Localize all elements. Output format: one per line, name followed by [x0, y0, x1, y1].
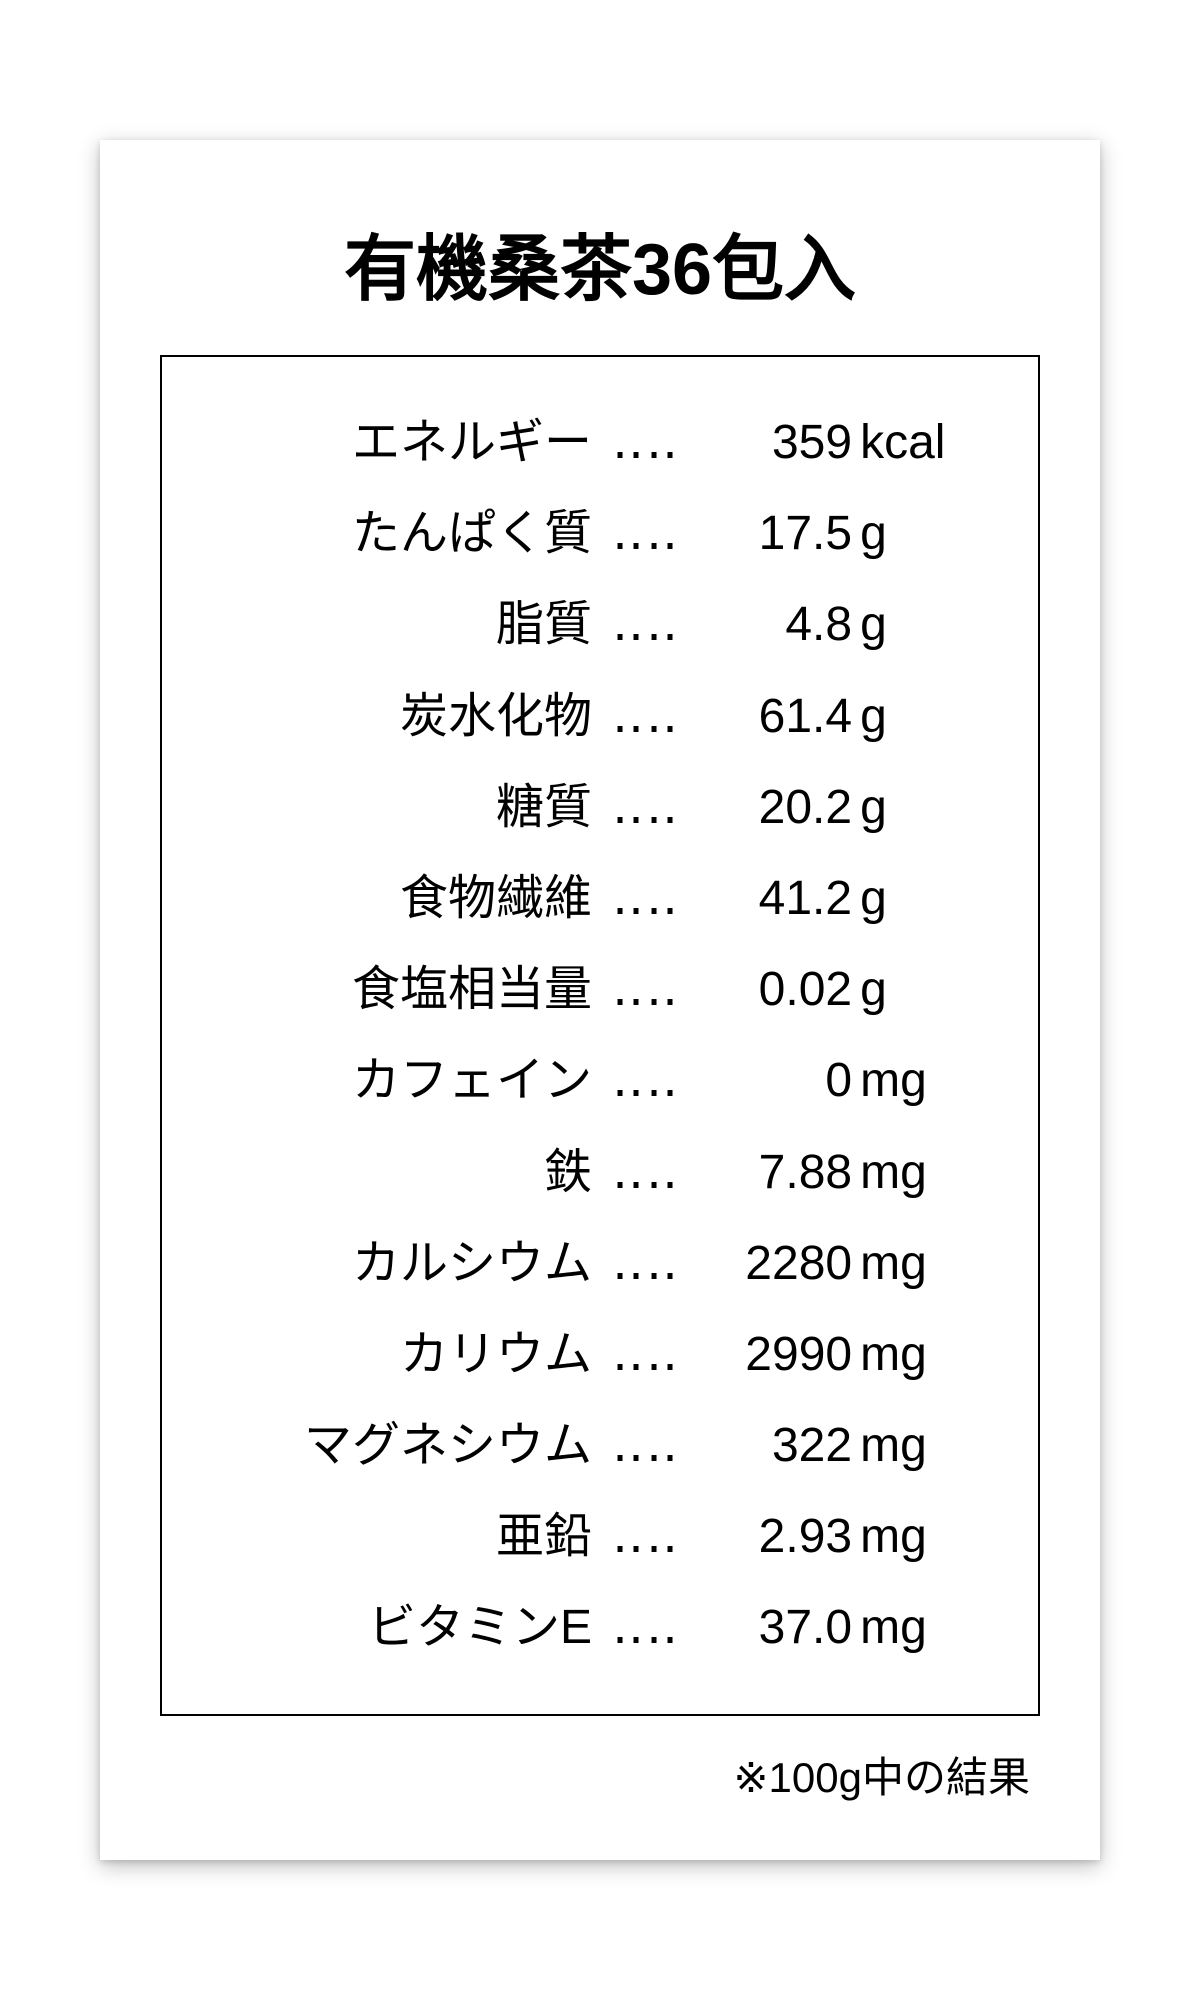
dots-separator: ‥‥	[600, 762, 692, 853]
table-row: 炭水化物 ‥‥ 61.4 g	[197, 671, 1003, 762]
nutrient-label: 食物繊維	[197, 853, 600, 944]
nutrient-label: 脂質	[197, 579, 600, 670]
nutrient-unit: g	[860, 488, 887, 579]
nutrient-unit: g	[860, 853, 887, 944]
nutrient-value: 322	[692, 1400, 852, 1491]
dots-separator: ‥‥	[600, 1582, 692, 1673]
dots-separator: ‥‥	[600, 579, 692, 670]
nutrient-value: 37.0	[692, 1582, 852, 1673]
nutrient-unit: mg	[860, 1218, 927, 1309]
nutrition-table: エネルギー ‥‥ 359 kcal たんぱく質 ‥‥ 17.5 g 脂質 ‥‥ …	[160, 355, 1040, 1716]
nutrient-value: 2280	[692, 1218, 852, 1309]
table-row: 糖質 ‥‥ 20.2 g	[197, 762, 1003, 853]
nutrient-value: 41.2	[692, 853, 852, 944]
nutrient-label: たんぱく質	[197, 488, 600, 579]
dots-separator: ‥‥	[600, 853, 692, 944]
nutrient-label: エネルギー	[197, 397, 600, 488]
nutrient-unit: g	[860, 762, 887, 853]
nutrient-value: 0.02	[692, 944, 852, 1035]
dots-separator: ‥‥	[600, 944, 692, 1035]
nutrient-label: ビタミンE	[197, 1582, 600, 1673]
nutrient-value: 4.8	[692, 579, 852, 670]
nutrient-unit: mg	[860, 1309, 927, 1400]
nutrient-label: 食塩相当量	[197, 944, 600, 1035]
product-title: 有機桑茶36包入	[160, 210, 1040, 315]
dots-separator: ‥‥	[600, 397, 692, 488]
nutrient-label: マグネシウム	[197, 1400, 600, 1491]
nutrient-unit: g	[860, 579, 887, 670]
nutrient-unit: mg	[860, 1582, 927, 1673]
nutrient-unit: g	[860, 671, 887, 762]
nutrient-unit: mg	[860, 1491, 927, 1582]
nutrient-label: カリウム	[197, 1309, 600, 1400]
table-row: 脂質 ‥‥ 4.8 g	[197, 579, 1003, 670]
table-row: カリウム ‥‥ 2990 mg	[197, 1309, 1003, 1400]
table-row: ビタミンE ‥‥ 37.0 mg	[197, 1582, 1003, 1673]
table-row: たんぱく質 ‥‥ 17.5 g	[197, 488, 1003, 579]
nutrient-label: 鉄	[197, 1127, 600, 1218]
nutrient-label: カルシウム	[197, 1218, 600, 1309]
table-row: 亜鉛 ‥‥ 2.93 mg	[197, 1491, 1003, 1582]
nutrient-unit: kcal	[860, 397, 945, 488]
nutrient-label: カフェイン	[197, 1035, 600, 1126]
nutrient-unit: mg	[860, 1035, 927, 1126]
dots-separator: ‥‥	[600, 1309, 692, 1400]
nutrient-value: 7.88	[692, 1127, 852, 1218]
footnote-text: ※100g中の結果	[160, 1744, 1040, 1805]
table-row: カルシウム ‥‥ 2280 mg	[197, 1218, 1003, 1309]
nutrient-value: 61.4	[692, 671, 852, 762]
nutrient-value: 17.5	[692, 488, 852, 579]
nutrient-unit: mg	[860, 1400, 927, 1491]
nutrient-unit: g	[860, 944, 887, 1035]
dots-separator: ‥‥	[600, 488, 692, 579]
nutrient-value: 359	[692, 397, 852, 488]
table-row: カフェイン ‥‥ 0 mg	[197, 1035, 1003, 1126]
dots-separator: ‥‥	[600, 671, 692, 762]
table-row: エネルギー ‥‥ 359 kcal	[197, 397, 1003, 488]
table-row: マグネシウム ‥‥ 322 mg	[197, 1400, 1003, 1491]
table-row: 食物繊維 ‥‥ 41.2 g	[197, 853, 1003, 944]
table-row: 鉄 ‥‥ 7.88 mg	[197, 1127, 1003, 1218]
nutrition-card: 有機桑茶36包入 エネルギー ‥‥ 359 kcal たんぱく質 ‥‥ 17.5…	[100, 140, 1100, 1860]
dots-separator: ‥‥	[600, 1400, 692, 1491]
dots-separator: ‥‥	[600, 1035, 692, 1126]
nutrient-value: 2.93	[692, 1491, 852, 1582]
nutrient-label: 炭水化物	[197, 671, 600, 762]
dots-separator: ‥‥	[600, 1491, 692, 1582]
nutrient-value: 2990	[692, 1309, 852, 1400]
dots-separator: ‥‥	[600, 1127, 692, 1218]
dots-separator: ‥‥	[600, 1218, 692, 1309]
nutrient-unit: mg	[860, 1127, 927, 1218]
nutrient-value: 20.2	[692, 762, 852, 853]
nutrient-label: 糖質	[197, 762, 600, 853]
table-row: 食塩相当量 ‥‥ 0.02 g	[197, 944, 1003, 1035]
nutrient-value: 0	[692, 1035, 852, 1126]
nutrient-label: 亜鉛	[197, 1491, 600, 1582]
